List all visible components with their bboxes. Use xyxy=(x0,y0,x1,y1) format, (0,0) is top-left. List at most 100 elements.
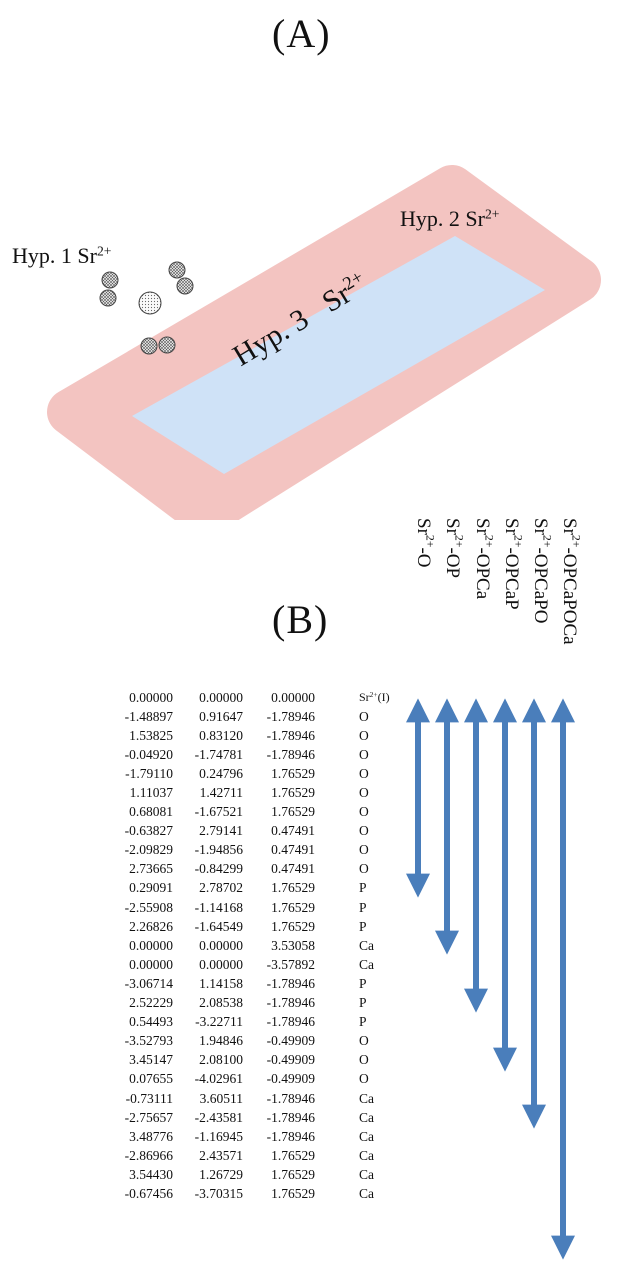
element-symbol: O xyxy=(359,746,369,762)
coordinate-row: 0.68081 -1.67521 1.76529 O xyxy=(86,803,399,822)
x-coordinate: 1.53825 xyxy=(129,727,173,743)
hyp2-text: Hyp. 2 Sr xyxy=(400,206,485,231)
column-label-sr-opcapo: Sr2+-OPCaPO xyxy=(530,518,554,624)
x-coordinate: 0.00000 xyxy=(129,956,173,972)
z-coordinate: -1.78946 xyxy=(266,1109,315,1125)
hyp1-charge: 2+ xyxy=(96,243,112,259)
hyp3-inner-rect xyxy=(132,236,545,474)
coordinate-row: 2.26826 -1.64549 1.76529 P xyxy=(86,917,399,936)
y-coordinate: 0.00000 xyxy=(199,689,243,705)
y-coordinate: 1.14158 xyxy=(199,975,243,991)
coordinate-row: 1.11037 1.42711 1.76529 O xyxy=(86,783,399,802)
x-coordinate: 3.54430 xyxy=(129,1166,173,1182)
coordinate-row: -2.75657 -2.43581 -1.78946 Ca xyxy=(86,1108,399,1127)
coordinate-row: 3.54430 1.26729 1.76529 Ca xyxy=(86,1165,399,1184)
z-coordinate: -1.78946 xyxy=(266,727,315,743)
element-symbol: P xyxy=(359,899,367,915)
element-symbol: O xyxy=(359,1033,369,1049)
element-symbol: Ca xyxy=(359,1090,374,1106)
x-coordinate: 0.00000 xyxy=(129,689,173,705)
x-coordinate: -2.86966 xyxy=(124,1147,173,1163)
z-coordinate: -1.78946 xyxy=(266,708,315,724)
y-coordinate: 0.83120 xyxy=(199,727,243,743)
y-coordinate: 2.43571 xyxy=(199,1147,243,1163)
x-coordinate: -0.67456 xyxy=(124,1185,173,1201)
coordinate-row: -3.06714 1.14158 -1.78946 P xyxy=(86,974,399,993)
z-coordinate: 1.76529 xyxy=(271,1166,315,1182)
y-coordinate: 0.00000 xyxy=(199,937,243,953)
x-coordinate: -3.06714 xyxy=(124,975,173,991)
panel-a-label: (A) xyxy=(272,11,331,56)
z-coordinate: -1.78946 xyxy=(266,975,315,991)
coordinate-row: -0.67456 -3.70315 1.76529 Ca xyxy=(86,1184,399,1203)
y-coordinate: -0.84299 xyxy=(194,861,243,877)
coordinate-row: -0.73111 3.60511 -1.78946 Ca xyxy=(86,1089,399,1108)
x-coordinate: 2.52229 xyxy=(129,995,173,1011)
coordinate-row: 0.00000 0.00000 3.53058 Ca xyxy=(86,936,399,955)
coordinate-row: 2.52229 2.08538 -1.78946 P xyxy=(86,994,399,1013)
y-coordinate: -2.43581 xyxy=(194,1109,243,1125)
y-coordinate: -1.94856 xyxy=(194,842,243,858)
z-coordinate: 1.76529 xyxy=(271,765,315,781)
z-coordinate: -0.49909 xyxy=(266,1071,315,1087)
element-symbol: O xyxy=(359,708,369,724)
hyp1-text: Hyp. 1 Sr xyxy=(12,243,97,268)
x-coordinate: 3.45147 xyxy=(129,1052,173,1068)
z-coordinate: -1.78946 xyxy=(266,746,315,762)
z-coordinate: -0.49909 xyxy=(266,1052,315,1068)
element-symbol: P xyxy=(359,1014,367,1030)
y-coordinate: -1.67521 xyxy=(194,804,243,820)
y-coordinate: 0.24796 xyxy=(199,765,243,781)
column-label-sr-op: Sr2+-OP xyxy=(442,518,466,579)
y-coordinate: 1.94846 xyxy=(199,1033,243,1049)
z-coordinate: 1.76529 xyxy=(271,899,315,915)
ion-sphere xyxy=(168,261,186,279)
x-coordinate: -3.52793 xyxy=(124,1033,173,1049)
coordinate-row: -2.55908 -1.14168 1.76529 P xyxy=(86,898,399,917)
x-coordinate: -2.75657 xyxy=(124,1109,173,1125)
x-coordinate: -0.73111 xyxy=(125,1090,173,1106)
coordinate-row: 0.29091 2.78702 1.76529 P xyxy=(86,879,399,898)
coordinate-row: -2.09829 -1.94856 0.47491 O xyxy=(86,841,399,860)
y-coordinate: -3.70315 xyxy=(194,1185,243,1201)
z-coordinate: 1.76529 xyxy=(271,880,315,896)
x-coordinate: 0.00000 xyxy=(129,937,173,953)
y-coordinate: 2.79141 xyxy=(199,823,243,839)
element-symbol: O xyxy=(359,804,369,820)
x-coordinate: -1.79110 xyxy=(125,765,173,781)
element-symbol: P xyxy=(359,918,367,934)
column-label-sr-opca: Sr2+-OPCa xyxy=(472,518,496,600)
coordinate-row: -0.04920 -1.74781 -1.78946 O xyxy=(86,745,399,764)
element-symbol: P xyxy=(359,975,367,991)
x-coordinate: 3.48776 xyxy=(129,1128,173,1144)
coordinates-table: 0.00000 0.00000 0.00000 Sr2+(I) -1.48897 0.91… xyxy=(86,688,399,1204)
y-coordinate: -4.02961 xyxy=(194,1071,243,1087)
z-coordinate: -1.78946 xyxy=(266,1090,315,1106)
column-label-sr-opcap: Sr2+-OPCaP xyxy=(501,518,525,610)
y-coordinate: 0.91647 xyxy=(199,708,243,724)
coordinate-row: -2.86966 2.43571 1.76529 Ca xyxy=(86,1146,399,1165)
y-coordinate: -1.64549 xyxy=(194,918,243,934)
y-coordinate: 0.00000 xyxy=(199,956,243,972)
coordinate-row: -1.79110 0.24796 1.76529 O xyxy=(86,764,399,783)
z-coordinate: -0.49909 xyxy=(266,1033,315,1049)
x-coordinate: 2.26826 xyxy=(129,918,173,934)
coordinate-row: 1.53825 0.83120 -1.78946 O xyxy=(86,726,399,745)
element-symbol: P xyxy=(359,995,367,1011)
y-coordinate: 2.08100 xyxy=(199,1052,243,1068)
x-coordinate: 0.29091 xyxy=(129,880,173,896)
element-symbol: O xyxy=(359,823,369,839)
element-symbol: Ca xyxy=(359,1185,374,1201)
element-symbol: Ca xyxy=(359,1128,374,1144)
y-coordinate: 1.26729 xyxy=(199,1166,243,1182)
y-coordinate: 3.60511 xyxy=(199,1090,243,1106)
element-symbol: O xyxy=(359,1052,369,1068)
coordinate-row: 0.07655 -4.02961 -0.49909 O xyxy=(86,1070,399,1089)
hyp2-charge: 2+ xyxy=(484,206,500,222)
z-coordinate: 1.76529 xyxy=(271,785,315,801)
coordinate-row: 0.54493 -3.22711 -1.78946 P xyxy=(86,1013,399,1032)
element-symbol: Ca xyxy=(359,956,374,972)
element-symbol: Sr2+(I) xyxy=(359,689,390,705)
element-symbol: O xyxy=(359,785,369,801)
